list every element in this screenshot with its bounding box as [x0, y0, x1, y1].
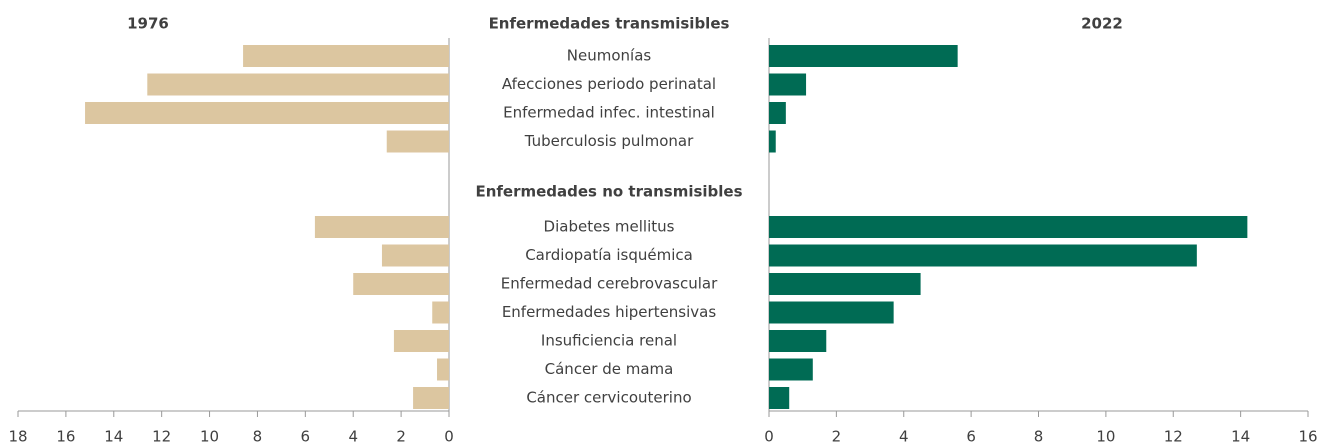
category-label: Afecciones periodo perinatal	[502, 75, 716, 93]
x-tick-label: 2	[396, 428, 406, 446]
x-tick-label: 12	[152, 428, 171, 446]
x-tick-label: 16	[56, 428, 75, 446]
category-label: Diabetes mellitus	[544, 218, 675, 236]
group-label: Enfermedades transmisibles	[489, 15, 730, 33]
x-tick-label: 14	[104, 428, 123, 446]
x-tick-label: 10	[1096, 428, 1115, 446]
bar	[769, 73, 807, 96]
bar	[769, 244, 1197, 267]
bar	[85, 102, 450, 124]
x-tick-label: 16	[1298, 428, 1317, 446]
category-label: Neumonías	[567, 47, 652, 65]
x-tick-label: 6	[966, 428, 976, 446]
category-label: Tuberculosis pulmonar	[524, 132, 694, 150]
series-title: 2022	[1081, 15, 1123, 33]
bar	[243, 45, 449, 67]
bar	[432, 301, 449, 324]
x-tick-label: 0	[444, 428, 454, 446]
bar	[769, 358, 813, 381]
series-title: 1976	[127, 15, 169, 33]
bar	[381, 244, 449, 267]
bar	[437, 358, 449, 381]
bar	[769, 216, 1248, 238]
category-label: Enfermedades hipertensivas	[502, 303, 717, 321]
x-tick-label: 6	[301, 428, 311, 446]
x-tick-label: 8	[253, 428, 263, 446]
category-label: Cáncer cervicouterino	[526, 389, 691, 407]
category-label: Enfermedad cerebrovascular	[501, 275, 718, 293]
x-tick-label: 8	[1034, 428, 1044, 446]
category-label: Cáncer de mama	[545, 360, 674, 378]
group-label: Enfermedades no transmisibles	[475, 183, 742, 201]
x-tick-label: 12	[1164, 428, 1183, 446]
bar	[769, 45, 958, 67]
bar	[769, 273, 921, 295]
bar	[314, 216, 449, 238]
x-tick-label: 14	[1231, 428, 1250, 446]
bar	[147, 73, 450, 96]
x-tick-label: 10	[200, 428, 219, 446]
x-tick-label: 4	[899, 428, 909, 446]
x-tick-label: 4	[348, 428, 358, 446]
x-tick-label: 18	[8, 428, 27, 446]
bar	[769, 102, 786, 124]
bar	[769, 387, 790, 409]
bar	[769, 301, 894, 324]
bar	[386, 130, 449, 153]
category-label: Cardiopatía isquémica	[525, 246, 693, 264]
bar	[413, 387, 449, 409]
bar	[393, 330, 449, 352]
bar	[769, 330, 827, 352]
x-tick-label: 0	[764, 428, 774, 446]
x-tick-label: 2	[832, 428, 842, 446]
bar	[769, 130, 776, 153]
category-label: Enfermedad infec. intestinal	[503, 104, 715, 122]
category-label: Insuficiencia renal	[541, 332, 677, 350]
bar	[353, 273, 449, 295]
